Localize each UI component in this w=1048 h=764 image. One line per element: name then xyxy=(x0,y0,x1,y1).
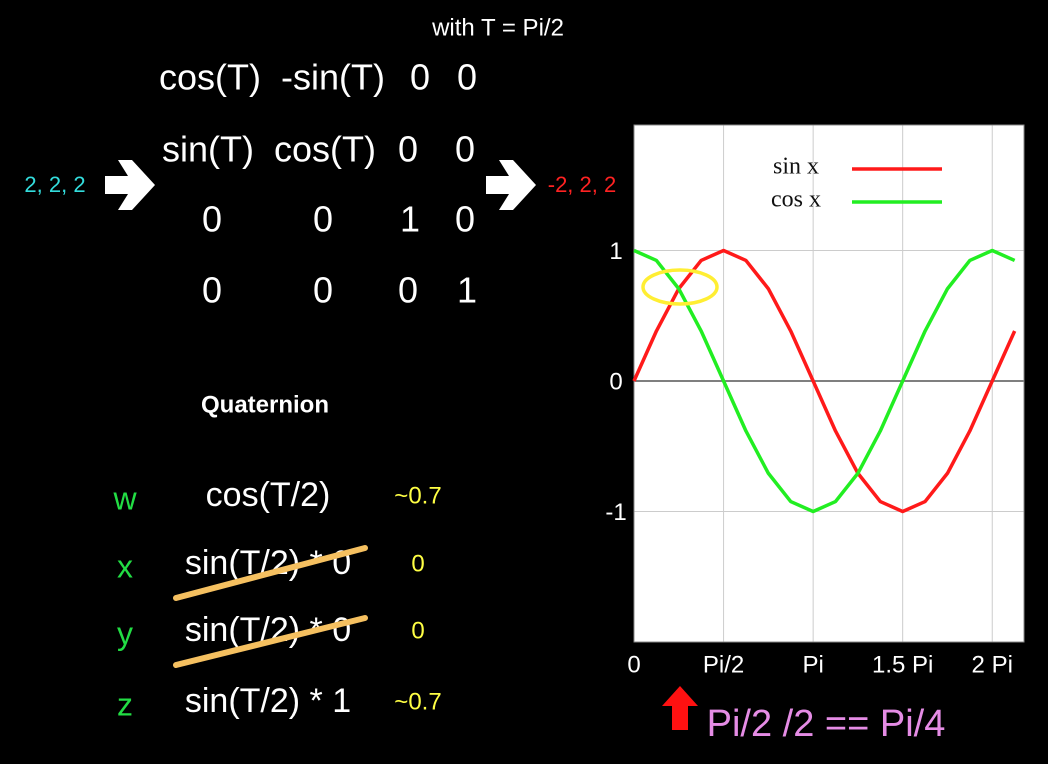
x-tick-label: 0 xyxy=(627,651,640,678)
matrix-cell: 0 xyxy=(398,270,418,311)
x-tick-label: 2 Pi xyxy=(972,651,1013,678)
matrix-cell: 0 xyxy=(455,129,475,170)
annotation: Pi/2 /2 == Pi/4 xyxy=(707,703,946,745)
quaternion: w cos(T/2) ~0.7x sin(T/2) * 0 0y sin(T/2) * 0… xyxy=(112,476,441,722)
component-label: x xyxy=(117,548,133,584)
matrix-cell: 0 xyxy=(410,57,430,98)
matrix-cell: 0 xyxy=(457,57,477,98)
header: with T = Pi/2 xyxy=(431,14,564,41)
x-tick-label: Pi/2 xyxy=(703,651,744,678)
matrix-cell: 0 xyxy=(313,199,333,240)
matrix-cell: 1 xyxy=(400,199,420,240)
x-tick-label: 1.5 Pi xyxy=(872,651,933,678)
component-value: 0 xyxy=(411,617,424,644)
component-formula: cos(T/2) xyxy=(206,476,331,514)
matrix-cell: cos(T) xyxy=(274,129,376,170)
x-tick-label: Pi xyxy=(802,651,823,678)
component-value: 0 xyxy=(411,550,424,577)
y-tick-label: -1 xyxy=(605,499,626,526)
input-vector: 2, 2, 2 xyxy=(24,172,85,197)
y-tick-label: 0 xyxy=(609,368,622,395)
quaternion-title: Quaternion xyxy=(201,391,329,418)
arrow xyxy=(105,160,155,210)
component-label: w xyxy=(112,480,137,516)
chart: -1 0 1 0 Pi/2 Pi 1.5 Pi 2 Pi sin x cos x xyxy=(605,124,1025,678)
series-line xyxy=(633,248,1016,514)
strike-through xyxy=(173,545,368,601)
output-vector: -2, 2, 2 xyxy=(548,172,616,197)
pointer-arrow xyxy=(662,686,698,730)
matrix-cell: 0 xyxy=(313,270,333,311)
plot-frame xyxy=(633,124,1025,643)
plot-area xyxy=(634,125,1024,642)
component-label: z xyxy=(117,686,133,722)
matrix-cell: 0 xyxy=(202,270,222,311)
matrix-cell: 0 xyxy=(202,199,222,240)
highlight-ellipse xyxy=(641,268,719,306)
legend-label: sin x xyxy=(773,154,819,180)
strike-through xyxy=(173,615,368,668)
y-tick-label: 1 xyxy=(609,238,622,265)
legend-label: cos x xyxy=(771,187,821,213)
component-formula: sin(T/2) * 1 xyxy=(185,682,351,720)
matrix-cell: -sin(T) xyxy=(281,57,385,98)
matrix-cell: 1 xyxy=(457,270,477,311)
component-value: ~0.7 xyxy=(394,482,441,509)
matrix-cell: 0 xyxy=(455,199,475,240)
matrix-cell: cos(T) xyxy=(159,57,261,98)
component-label: y xyxy=(117,615,133,651)
matrix-cell: sin(T) xyxy=(162,129,254,170)
series-line xyxy=(632,248,1017,514)
component-value: ~0.7 xyxy=(394,688,441,715)
matrix-cell: 0 xyxy=(398,129,418,170)
arrow xyxy=(486,160,536,210)
